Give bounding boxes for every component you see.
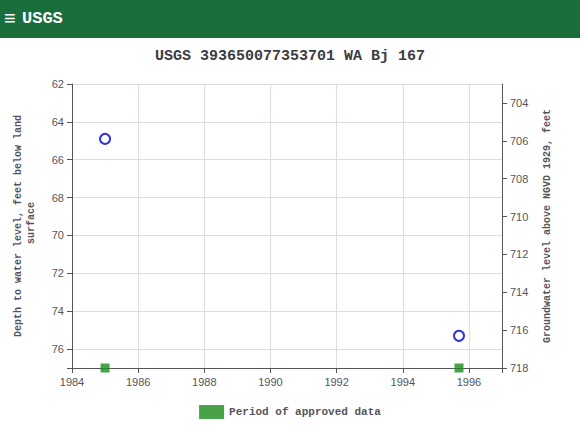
svg-text:74: 74: [52, 305, 64, 317]
svg-text:716: 716: [510, 324, 528, 336]
svg-text:Period of approved data: Period of approved data: [229, 406, 381, 418]
svg-text:1988: 1988: [192, 376, 216, 388]
svg-text:USGS: USGS: [22, 9, 63, 28]
svg-text:710: 710: [510, 211, 528, 223]
svg-text:Groundwater level above NGVD 1: Groundwater level above NGVD 1929, feet: [542, 109, 553, 343]
svg-text:718: 718: [510, 362, 528, 374]
svg-text:704: 704: [510, 97, 528, 109]
svg-text:1996: 1996: [457, 376, 481, 388]
svg-text:68: 68: [52, 192, 64, 204]
svg-text:712: 712: [510, 248, 528, 260]
svg-text:708: 708: [510, 173, 528, 185]
svg-text:76: 76: [52, 343, 64, 355]
svg-text:1984: 1984: [60, 376, 84, 388]
svg-text:1990: 1990: [258, 376, 282, 388]
svg-text:64: 64: [52, 116, 64, 128]
svg-text:706: 706: [510, 135, 528, 147]
svg-text:62: 62: [52, 78, 64, 90]
svg-text:1992: 1992: [324, 376, 348, 388]
svg-text:USGS 393650077353701 WA Bj 167: USGS 393650077353701 WA Bj 167: [155, 48, 425, 65]
svg-text:1994: 1994: [391, 376, 415, 388]
svg-text:72: 72: [52, 267, 64, 279]
svg-text:≡: ≡: [4, 7, 16, 29]
svg-text:surface: surface: [26, 202, 37, 250]
svg-text:1986: 1986: [126, 376, 150, 388]
svg-text:Depth to water level, feet bel: Depth to water level, feet below land: [13, 115, 24, 337]
svg-text:70: 70: [52, 229, 64, 241]
svg-text:66: 66: [52, 154, 64, 166]
svg-text:714: 714: [510, 286, 528, 298]
